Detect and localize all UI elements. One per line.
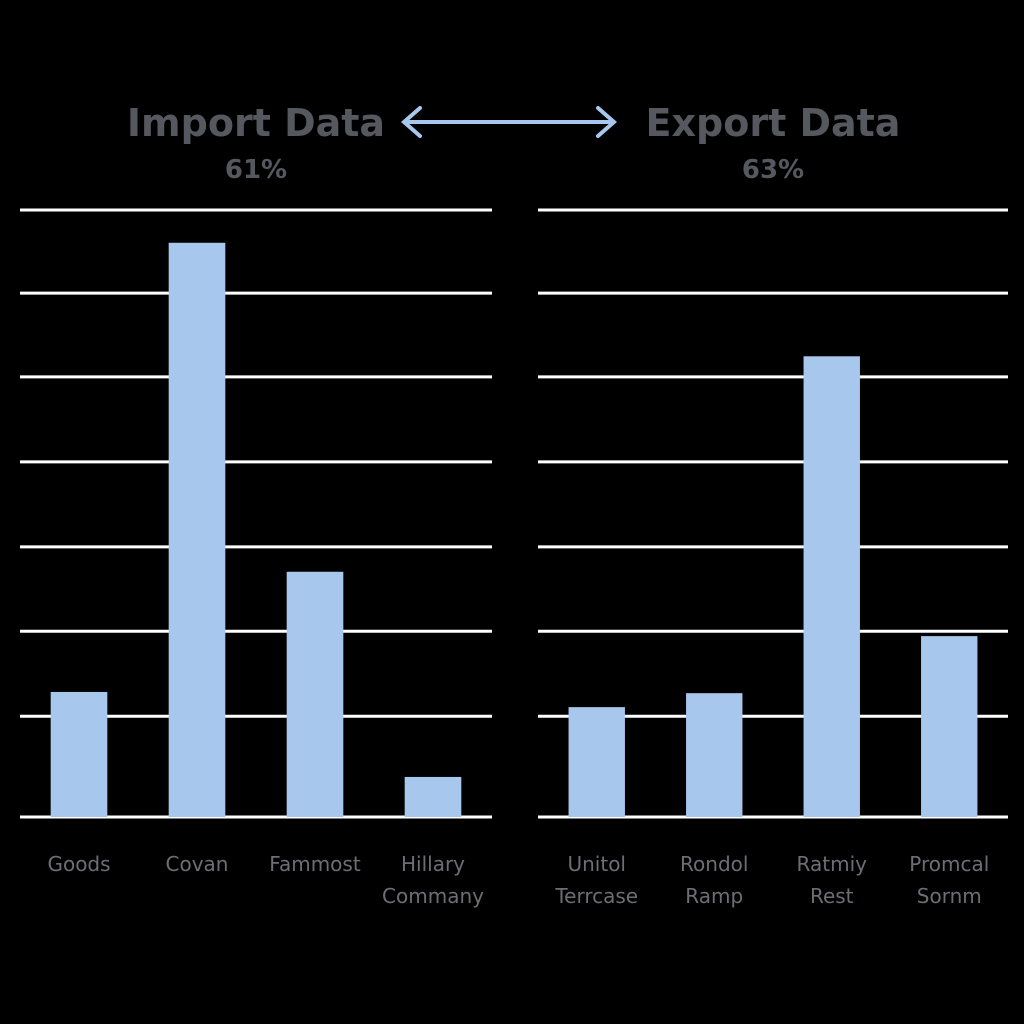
chart-subtitle: 63% (742, 155, 804, 185)
x-tick-label: Fammost (269, 852, 361, 876)
bar (168, 242, 226, 817)
x-tick-label: Promcal Sornm (909, 852, 990, 908)
bar (286, 571, 344, 817)
x-tick-label: Rondol Ramp (680, 852, 749, 908)
bar (921, 636, 978, 817)
x-tick-label: Ratmiy Rest (796, 852, 867, 908)
x-tick-label: Hillary Commany (382, 852, 484, 908)
bar (404, 776, 462, 817)
chart-title: Import Data (127, 101, 385, 145)
arrow (400, 106, 618, 138)
x-tick-label: Covan (165, 852, 229, 876)
x-tick-label: Unitol Terrcase (555, 852, 639, 908)
chart-subtitle: 61% (225, 155, 287, 185)
x-tick-label: Goods (47, 852, 111, 876)
chart-title: Export Data (646, 101, 901, 145)
bar (686, 693, 743, 817)
bar (803, 356, 860, 817)
bar (568, 707, 625, 817)
bar (50, 691, 108, 817)
